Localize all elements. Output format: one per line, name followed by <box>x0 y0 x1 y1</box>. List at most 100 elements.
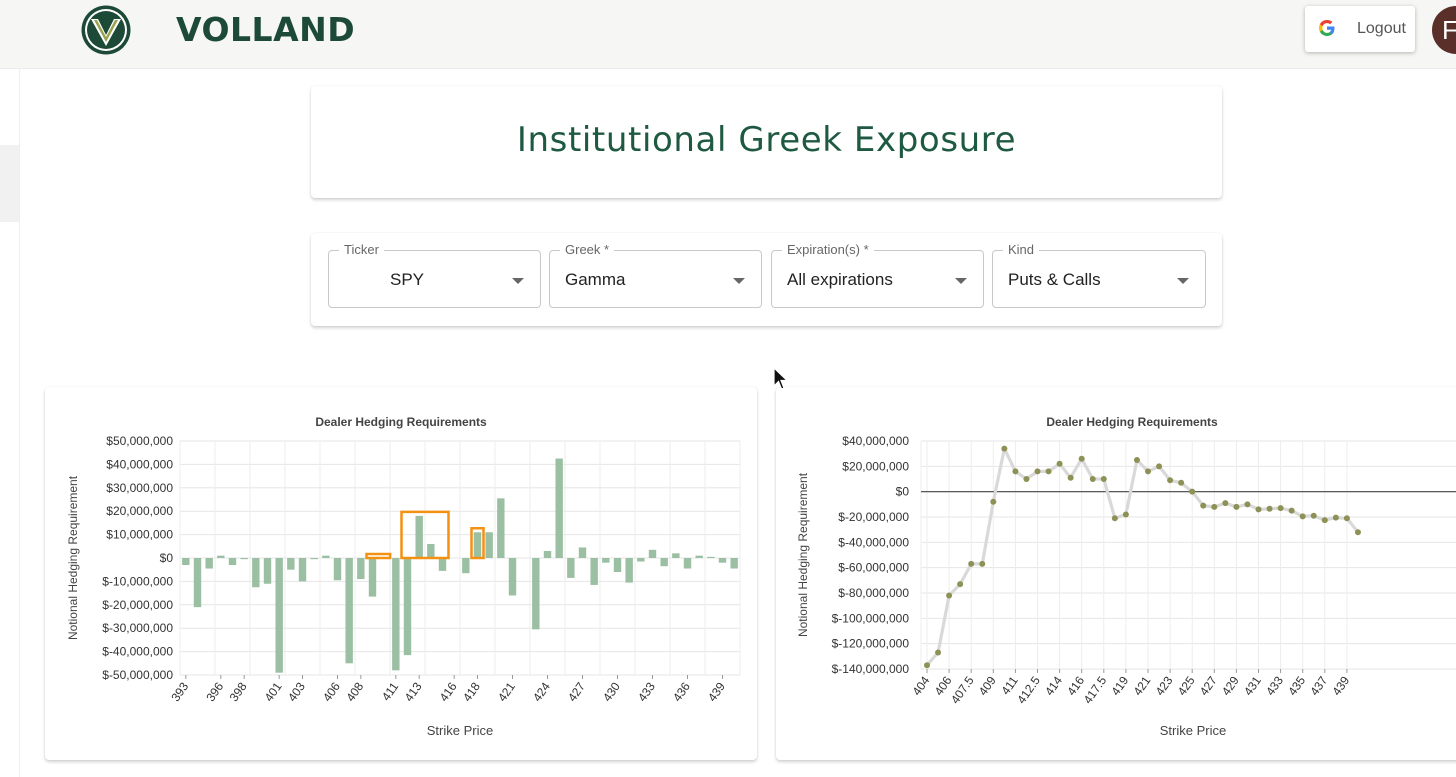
volland-logo-icon[interactable] <box>80 4 132 56</box>
x-tick-label: 406 <box>320 679 343 704</box>
x-tick-label: 418 <box>460 679 483 704</box>
logout-label: Logout <box>1357 20 1406 37</box>
bar <box>310 558 318 560</box>
chevron-down-icon <box>733 278 745 284</box>
bar <box>427 543 435 558</box>
bar <box>217 555 225 558</box>
data-point <box>1255 506 1262 513</box>
x-tick-label: 419 <box>1108 673 1131 698</box>
bar <box>625 558 633 583</box>
data-point <box>1189 488 1196 495</box>
x-axis-label: Strike Price <box>1160 723 1226 738</box>
x-tick-label: 411 <box>379 679 402 703</box>
bar <box>415 515 423 558</box>
kind-select[interactable]: Kind Puts & Calls <box>992 241 1206 308</box>
kind-select-value: Puts & Calls <box>1008 270 1101 289</box>
bar <box>205 558 213 569</box>
y-tick-label: $0 <box>896 485 910 499</box>
y-tick-label: $-40,000,000 <box>838 535 909 549</box>
user-avatar[interactable]: F <box>1432 6 1456 54</box>
data-point <box>1001 445 1008 452</box>
highlight-box <box>365 552 392 560</box>
data-point <box>1266 505 1273 512</box>
data-point <box>1288 507 1295 514</box>
data-point <box>1299 513 1306 520</box>
data-point <box>968 560 975 567</box>
left-rail-item[interactable] <box>0 145 19 222</box>
data-point <box>1211 503 1218 510</box>
logout-button[interactable]: Logout <box>1305 6 1415 52</box>
bar <box>497 498 505 558</box>
data-point <box>1343 515 1350 522</box>
bar <box>193 558 202 608</box>
data-point <box>1354 529 1361 536</box>
bar <box>730 558 738 569</box>
page-title: Institutional Greek Exposure <box>516 120 1017 160</box>
y-tick-label: $-80,000,000 <box>838 586 909 600</box>
data-point <box>1034 468 1041 475</box>
y-tick-label: $40,000,000 <box>106 457 173 471</box>
data-point <box>1200 502 1207 509</box>
y-tick-label: $30,000,000 <box>106 481 173 495</box>
bar <box>182 558 190 566</box>
y-axis-label: Notional Hedging Requirement <box>796 472 810 637</box>
y-tick-label: $50,000,000 <box>106 434 173 448</box>
x-tick-label: 396 <box>203 679 226 704</box>
x-tick-label: 439 <box>705 679 728 704</box>
ticker-select[interactable]: Ticker SPY <box>328 241 541 308</box>
bar <box>613 558 622 573</box>
x-tick-label: 404 <box>909 673 932 698</box>
data-point <box>1332 514 1339 521</box>
data-point <box>1012 468 1019 475</box>
bar <box>263 558 272 584</box>
y-tick-label: $-20,000,000 <box>838 510 909 524</box>
data-point <box>1178 479 1185 486</box>
x-tick-label: 425 <box>1175 673 1198 698</box>
mouse-cursor-icon <box>773 367 789 390</box>
x-tick-label: 413 <box>402 679 425 704</box>
data-point <box>1089 476 1096 482</box>
expirations-select[interactable]: Expiration(s) * All expirations <box>771 241 984 308</box>
bar <box>473 532 482 558</box>
greek-select[interactable]: Greek * Gamma <box>549 241 762 308</box>
bar <box>345 558 353 664</box>
y-tick-label: $-140,000,000 <box>832 662 910 676</box>
top-bar: VOLLAND Logout F <box>0 0 1456 69</box>
data-point <box>1244 501 1251 508</box>
greek-select-value: Gamma <box>565 270 626 289</box>
x-tick-label: 421 <box>1130 673 1153 698</box>
left-rail <box>0 68 20 777</box>
bar <box>275 558 283 673</box>
bar <box>240 558 248 560</box>
data-point <box>1156 463 1163 470</box>
ticker-select-label: Ticker <box>339 241 384 259</box>
data-point <box>1277 505 1284 512</box>
x-tick-label: 414 <box>1042 673 1065 698</box>
data-point <box>1310 512 1317 519</box>
x-tick-label: 435 <box>1285 673 1308 698</box>
data-point <box>1023 476 1030 482</box>
brand-name: VOLLAND <box>176 10 356 49</box>
bar <box>252 558 260 588</box>
bar <box>368 558 377 597</box>
data-point <box>924 662 930 669</box>
bar <box>660 558 668 567</box>
x-tick-label: 401 <box>262 679 285 704</box>
y-tick-label: $10,000,000 <box>106 528 173 542</box>
data-point <box>1145 468 1151 475</box>
bar <box>298 558 307 582</box>
data-point <box>1122 511 1129 518</box>
data-point <box>1045 468 1052 475</box>
x-tick-label: 408 <box>343 679 366 704</box>
bar <box>648 549 657 558</box>
data-point <box>1100 476 1107 482</box>
y-tick-label: $-100,000,000 <box>832 611 910 625</box>
data-point <box>1056 460 1063 467</box>
bar <box>228 558 237 566</box>
bar <box>602 558 610 563</box>
bar <box>707 556 715 558</box>
google-g-icon <box>1319 20 1335 36</box>
y-tick-label: $40,000,000 <box>842 434 909 448</box>
x-tick-label: 430 <box>600 679 623 704</box>
expirations-select-value: All expirations <box>787 270 893 289</box>
